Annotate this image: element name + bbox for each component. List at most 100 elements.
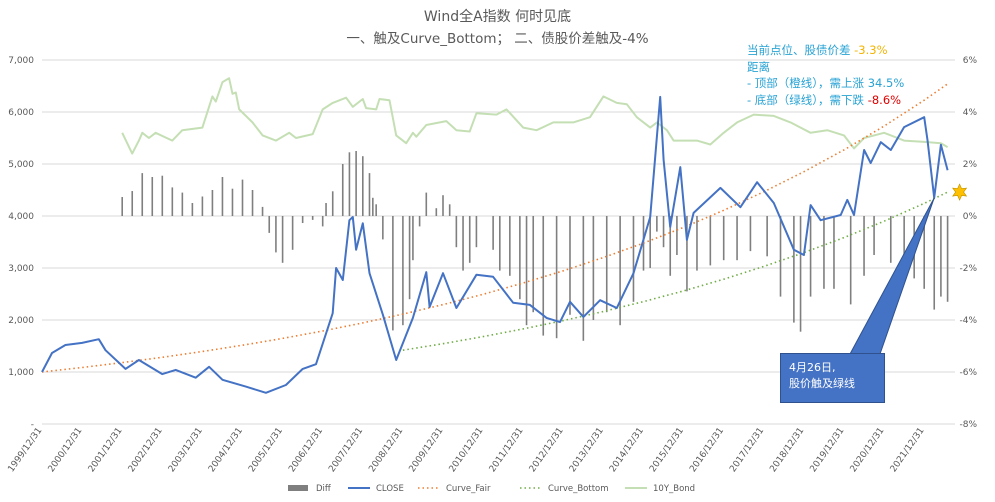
annotation-callout: 4月26日, 股价触及绿线: [780, 353, 885, 403]
x-axis-tick: 2019/12/31: [809, 426, 847, 474]
diff-bar: [408, 216, 411, 300]
diff-bar: [321, 216, 324, 227]
diff-bar: [525, 216, 528, 326]
info-label: 当前点位、股债价差: [747, 43, 855, 57]
diff-bar: [442, 195, 444, 216]
left-axis-tick: -: [31, 420, 34, 430]
diff-bar: [141, 173, 144, 216]
right-axis-tick: -8%: [959, 420, 977, 430]
diff-bar: [749, 216, 752, 252]
diff-bar: [241, 179, 244, 216]
diff-bar: [863, 216, 865, 276]
star-icon: [952, 183, 968, 201]
current-diff-value: -3.3%: [854, 43, 888, 57]
diff-bar: [833, 216, 835, 289]
x-axis-tick: 2000/12/31: [47, 426, 85, 474]
x-axis-tick: 2016/12/31: [688, 426, 726, 474]
legend-label: 10Y_Bond: [653, 484, 695, 494]
right-axis-tick: -6%: [959, 368, 977, 378]
diff-bar: [275, 216, 277, 253]
right-axis-tick: -2%: [959, 264, 977, 274]
diff-bar: [331, 191, 334, 216]
diff-bar: [799, 216, 802, 332]
diff-bar: [779, 216, 782, 297]
left-axis-tick: 1,000: [8, 368, 34, 378]
diff-bar: [662, 216, 665, 248]
x-axis-tick: 2021/12/31: [889, 426, 927, 474]
x-axis-tick: 2001/12/31: [87, 426, 125, 474]
diff-bar: [793, 216, 795, 323]
right-axis-tick: -4%: [959, 316, 977, 326]
diff-bar: [686, 216, 688, 292]
x-axis-tick: 2008/12/31: [367, 426, 405, 474]
diff-bar: [809, 216, 812, 297]
diff-bar: [372, 197, 374, 216]
left-axis-tick: 2,000: [8, 316, 34, 326]
diff-bar: [940, 216, 942, 297]
diff-bar: [425, 192, 428, 216]
legend-label: CLOSE: [376, 484, 404, 494]
legend-label: Curve_Bottom: [548, 484, 609, 494]
left-axis-tick: 5,000: [8, 160, 34, 170]
diff-bar: [923, 216, 925, 289]
downside-value: -8.6%: [867, 92, 902, 107]
x-axis-tick: 1999/12/31: [7, 426, 45, 474]
diff-bar: [375, 204, 377, 216]
right-axis-tick: 2%: [963, 160, 978, 170]
x-axis-tick: 2006/12/31: [287, 426, 325, 474]
x-axis-tick: 2004/12/31: [207, 426, 245, 474]
diff-bar: [448, 204, 451, 216]
curve-bottom-line: [402, 191, 948, 351]
diff-bar: [368, 173, 371, 216]
diff-bar: [412, 216, 414, 261]
diff-bar: [402, 216, 404, 326]
legend-item-close: CLOSE: [348, 484, 404, 494]
diff-bar: [392, 216, 394, 331]
diff-bar: [418, 216, 421, 227]
diff-bar: [468, 216, 471, 263]
diff-bar: [532, 216, 535, 313]
x-axis-tick: 2020/12/31: [849, 426, 887, 474]
diff-bar: [542, 216, 545, 336]
diff-bar: [311, 216, 314, 220]
diff-bar: [181, 192, 184, 216]
diff-bar: [873, 216, 875, 255]
x-axis-tick: 2013/12/31: [568, 426, 606, 474]
diff-bar: [121, 197, 123, 216]
diff-bar: [492, 216, 494, 250]
info-label: - 底部（绿线），需下跌: [747, 92, 868, 107]
diff-bar: [455, 216, 458, 248]
diff-bar: [766, 216, 768, 257]
diff-bar: [696, 216, 698, 271]
diff-bar: [201, 196, 204, 216]
diff-bar: [619, 216, 621, 326]
legend-item-curve-bottom: Curve_Bottom: [520, 484, 609, 494]
x-axis-tick: 2015/12/31: [648, 426, 686, 474]
legend-item-curve-fair: Curve_Fair: [418, 484, 491, 494]
chart-title: Wind全A指数 何时见底: [423, 9, 572, 25]
diff-bar: [849, 216, 852, 305]
diff-bar: [435, 208, 438, 216]
diff-bar: [933, 216, 936, 310]
callout-line-2: 股价触及绿线: [789, 377, 855, 390]
diff-bar: [475, 216, 478, 248]
diff-bar: [509, 216, 511, 276]
x-axis-tick: 2007/12/31: [327, 426, 365, 474]
diff-bar: [171, 187, 174, 216]
diff-bar: [382, 216, 384, 240]
diff-bar: [722, 216, 725, 261]
diff-bar: [499, 216, 501, 271]
diff-bar: [656, 216, 658, 232]
left-axis-tick: 7,000: [8, 56, 34, 66]
curve-fair-line: [41, 83, 949, 373]
diff-bar: [291, 216, 294, 250]
diff-bar: [555, 216, 558, 339]
legend-label: Diff: [316, 484, 332, 494]
info-line-3: - 顶部（橙线），需上涨 34.5%: [747, 75, 904, 92]
diff-bar: [131, 191, 134, 216]
close-line: [41, 95, 949, 394]
diff-bar: [251, 190, 254, 216]
x-axis-tick: 2010/12/31: [448, 426, 486, 474]
